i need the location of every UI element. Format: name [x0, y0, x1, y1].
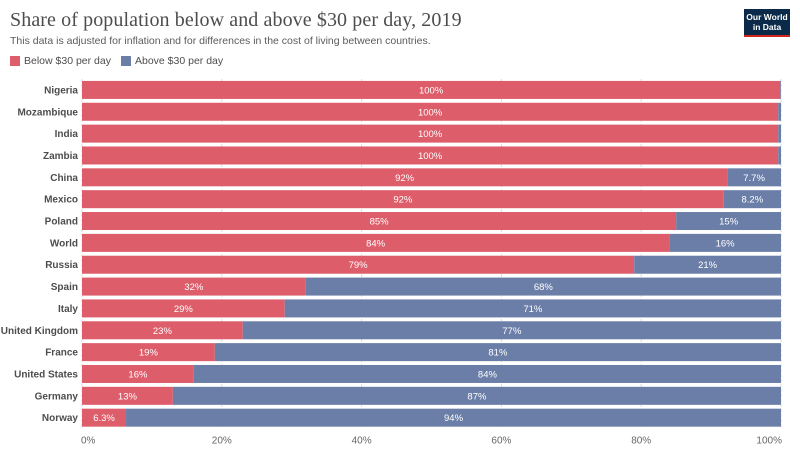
data-label-above: 77%	[502, 326, 522, 337]
legend-item-below[interactable]: Below $30 per day	[10, 55, 111, 67]
bar-below-30	[82, 233, 670, 252]
category-label: Russia	[45, 260, 78, 271]
bar-above-30	[723, 190, 781, 209]
bar-below-30	[82, 386, 173, 405]
x-tick-label: 40%	[352, 436, 372, 447]
bar-above-30	[780, 80, 781, 99]
chart-legend: Below $30 per day Above $30 per day	[10, 55, 223, 67]
data-label-below: 19%	[139, 348, 159, 359]
category-label: India	[55, 129, 79, 140]
data-label-below: 16%	[128, 369, 148, 380]
legend-item-above[interactable]: Above $30 per day	[120, 55, 224, 67]
category-label: Poland	[45, 217, 78, 228]
bar-above-30	[778, 102, 781, 121]
data-label-below: 84%	[366, 238, 386, 249]
bar-below-30	[82, 212, 677, 231]
data-label-above: 81%	[488, 348, 508, 359]
bar-above-30	[676, 212, 781, 231]
logo-line-2: in Data	[752, 22, 782, 32]
bar-below-30	[82, 321, 243, 340]
category-label: United Kingdom	[1, 326, 78, 337]
category-label: China	[50, 173, 78, 184]
data-label-below: 100%	[418, 129, 443, 140]
category-label: Zambia	[43, 151, 78, 162]
data-label-below: 92%	[395, 173, 415, 184]
data-label-below: 29%	[174, 304, 194, 315]
data-label-above: 21%	[698, 260, 718, 271]
bar-above-30	[634, 255, 781, 274]
bar-below-30	[82, 168, 728, 187]
category-label: Norway	[42, 413, 79, 424]
category-label: Mexico	[44, 195, 78, 206]
bar-above-30	[727, 168, 781, 187]
bar-below-30	[82, 277, 306, 296]
bar-below-30	[82, 80, 781, 99]
category-label: Mozambique	[17, 107, 78, 118]
data-label-below: 32%	[184, 282, 204, 293]
bar-above-30	[669, 233, 781, 252]
category-label: World	[50, 238, 78, 249]
bar-below-30	[82, 343, 215, 362]
owid-logo[interactable]: Our World in Data	[744, 9, 790, 37]
data-label-below: 85%	[370, 217, 390, 228]
data-label-below: 92%	[393, 195, 413, 206]
data-label-above: 87%	[467, 391, 487, 402]
bar-below-30	[82, 255, 635, 274]
data-label-below: 23%	[153, 326, 173, 337]
bar-above-30	[305, 277, 781, 296]
bar-above-30	[778, 124, 781, 143]
bar-below-30	[82, 408, 127, 427]
bar-above-30	[126, 408, 782, 427]
bar-below-30	[82, 299, 285, 318]
category-label: Italy	[58, 304, 78, 315]
x-tick-label: 80%	[631, 436, 651, 447]
data-label-above: 94%	[444, 413, 464, 424]
x-tick-label: 0%	[81, 436, 96, 447]
data-label-below: 13%	[118, 391, 138, 402]
data-label-above: 68%	[534, 282, 554, 293]
x-tick-label: 20%	[212, 436, 232, 447]
bar-above-30	[172, 386, 781, 405]
data-label-below: 6.3%	[93, 413, 115, 424]
category-label: Spain	[51, 282, 78, 293]
data-label-above: 7.7%	[743, 173, 765, 184]
bar-below-30	[82, 364, 194, 383]
logo-line-1: Our World	[746, 12, 788, 22]
bar-above-30	[284, 299, 781, 318]
data-label-above: 15%	[719, 217, 739, 228]
x-tick-label: 60%	[491, 436, 511, 447]
bar-above-30	[193, 364, 782, 383]
category-label: United States	[14, 369, 78, 380]
bar-above-30	[214, 343, 781, 362]
bar-below-30	[82, 124, 779, 143]
bar-below-30	[82, 190, 724, 209]
legend-label-above: Above $30 per day	[134, 55, 224, 67]
data-label-below: 79%	[349, 260, 369, 271]
data-label-above: 71%	[523, 304, 543, 315]
legend-swatch-above	[120, 56, 131, 66]
category-label: Germany	[35, 391, 79, 402]
data-label-below: 100%	[419, 85, 444, 96]
chart-title: Share of population below and above $30 …	[10, 9, 462, 31]
x-tick-label: 100%	[756, 436, 782, 447]
bar-above-30	[778, 146, 781, 165]
data-label-above: 16%	[716, 238, 736, 249]
legend-swatch-below	[10, 56, 20, 66]
data-label-below: 100%	[418, 107, 443, 118]
legend-label-below: Below $30 per day	[24, 55, 111, 67]
data-label-above: 8.2%	[742, 195, 764, 206]
bar-below-30	[82, 146, 779, 165]
chart-subtitle: This data is adjusted for inflation and …	[10, 35, 431, 47]
category-label: Nigeria	[44, 85, 78, 96]
data-label-below: 100%	[418, 151, 443, 162]
data-label-above: 84%	[478, 369, 498, 380]
bar-above-30	[242, 321, 781, 340]
bar-below-30	[82, 102, 779, 121]
category-label: France	[45, 348, 78, 359]
